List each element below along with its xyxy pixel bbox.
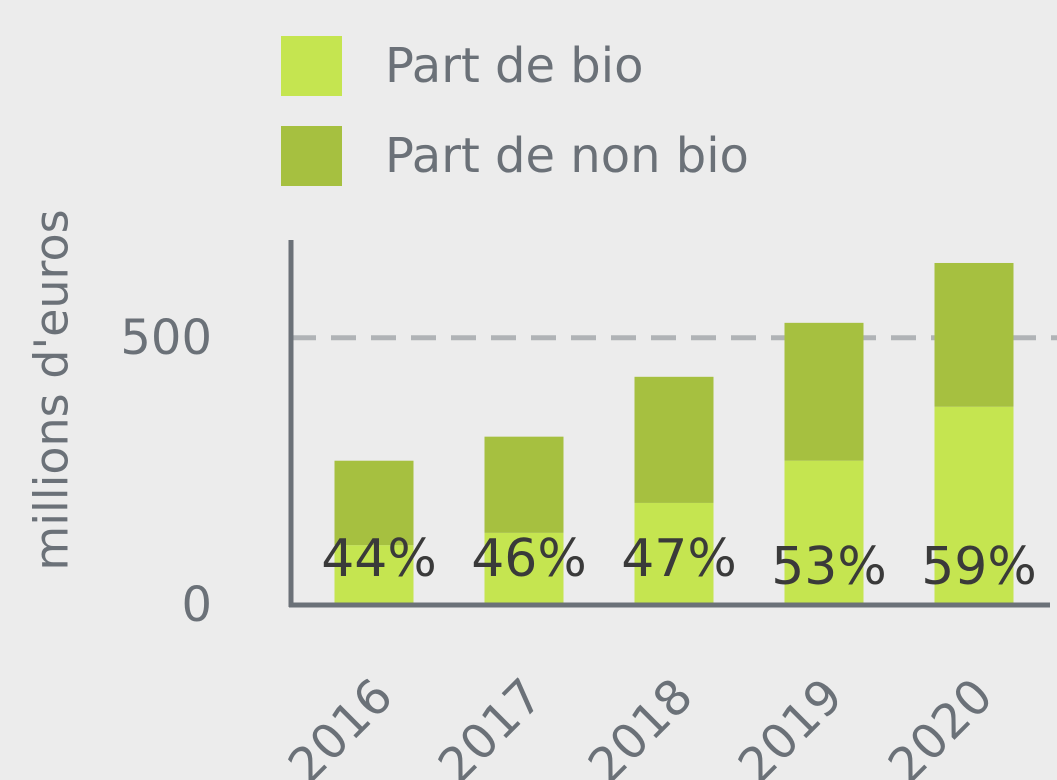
legend-swatch xyxy=(281,126,342,186)
bar-segment xyxy=(634,502,714,605)
y-axis-label: millions d'euros xyxy=(25,209,79,570)
bar-segment xyxy=(934,406,1014,605)
x-tick-label: 2018 xyxy=(578,668,704,780)
bar-segment xyxy=(484,436,564,533)
bar-segment xyxy=(334,460,414,546)
legend-label: Part de non bio xyxy=(385,128,749,184)
bar-annotation: 44% xyxy=(321,529,437,589)
bar-annotation: 53% xyxy=(771,537,887,597)
x-tick-label: 2017 xyxy=(428,668,554,780)
x-tick-label: 2016 xyxy=(278,668,404,780)
bar-segment xyxy=(784,460,864,605)
legend-swatch xyxy=(281,36,342,96)
bar-segment xyxy=(484,532,564,605)
x-tick-label: 2020 xyxy=(878,668,1004,780)
bar-annotation: 46% xyxy=(471,529,587,589)
bar-segment xyxy=(634,376,714,503)
y-tick-label: 0 xyxy=(181,577,212,633)
bar-segment xyxy=(934,262,1014,407)
legend-label: Part de bio xyxy=(385,38,643,94)
bar-segment xyxy=(784,322,864,461)
x-tick-label: 2019 xyxy=(728,668,854,780)
bar-segment xyxy=(334,545,414,605)
bar-annotation: 59% xyxy=(921,537,1037,597)
bar-annotation: 47% xyxy=(621,529,737,589)
y-tick-label: 500 xyxy=(120,310,212,366)
